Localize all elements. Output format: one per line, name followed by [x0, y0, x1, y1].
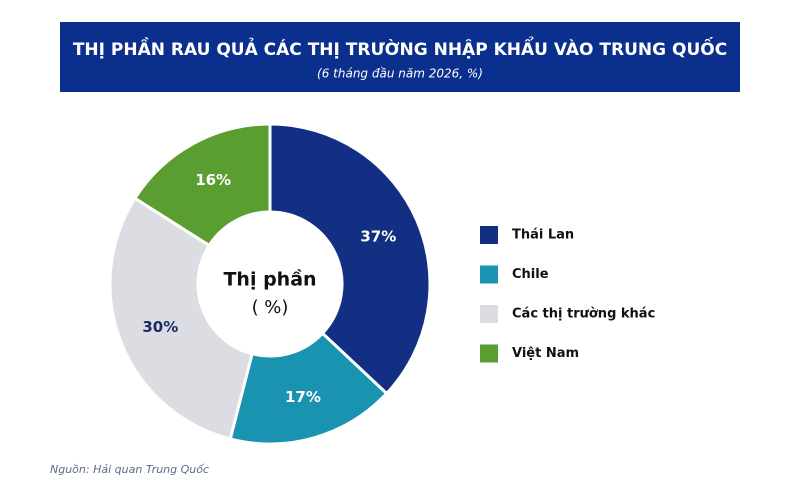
slice: [228, 331, 389, 446]
chart-subtitle: (6 tháng đầu năm 2026, %): [317, 67, 483, 81]
legend-swatch: [480, 265, 498, 284]
legend-label: Việt Nam: [512, 346, 579, 361]
slice: [268, 122, 432, 396]
slice: [108, 196, 254, 441]
legend-label: Các thị trường khác: [512, 307, 655, 322]
slice: [132, 122, 272, 248]
legend-label: Chile: [512, 267, 549, 282]
legend-swatch: [480, 344, 498, 363]
legend-swatch: [480, 305, 498, 323]
source: Nguồn: Hải quan Trung Quốc: [50, 463, 209, 476]
center-label: ( %): [252, 297, 289, 318]
center-label: Thị phần: [223, 268, 316, 291]
chart-title: THỊ PHẦN RAU QUẢ CÁC THỊ TRƯỜNG NHẬP KHẨ…: [73, 35, 727, 60]
legend-swatch: [480, 226, 498, 244]
value-label: 30%: [142, 318, 178, 336]
value-label: 37%: [360, 228, 396, 246]
value-label: 17%: [285, 388, 321, 406]
legend-label: Thái Lan: [512, 228, 574, 243]
value-label: 16%: [195, 171, 231, 189]
header-box: [60, 22, 740, 92]
